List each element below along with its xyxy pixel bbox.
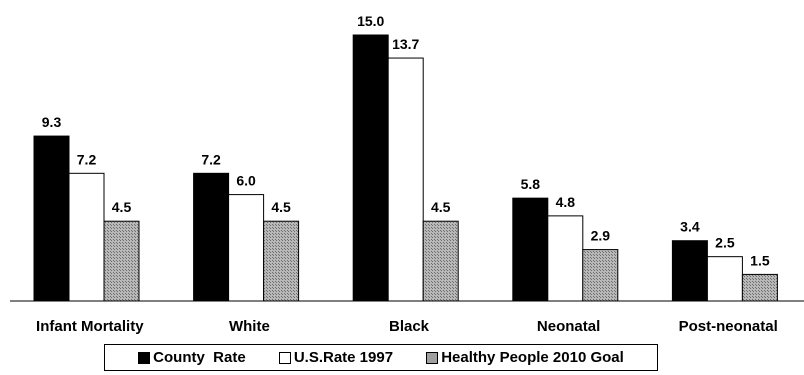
bar-hp2010-2 (422, 220, 459, 302)
value-label-us-3: 4.8 (556, 194, 576, 210)
legend-item-county: County Rate (138, 349, 246, 366)
category-label-2: Black (389, 318, 430, 335)
bars-group (33, 34, 778, 302)
value-label-county-2: 15.0 (357, 13, 384, 29)
legend-swatch-us (278, 351, 291, 364)
bar-us-2 (387, 57, 424, 302)
bar-hp2010-3 (582, 249, 619, 302)
bar-us-1 (228, 194, 265, 302)
bar-us-3 (547, 215, 584, 302)
bar-hp2010-0 (103, 220, 140, 302)
value-label-us-2: 13.7 (392, 36, 419, 52)
legend-label-county: County Rate (153, 349, 246, 366)
value-label-county-3: 5.8 (521, 176, 541, 192)
bar-us-0 (68, 172, 105, 302)
value-label-us-0: 7.2 (77, 151, 97, 167)
value-label-hp2010-0: 4.5 (112, 199, 132, 215)
value-label-hp2010-2: 4.5 (431, 199, 451, 215)
bar-hp2010-4 (741, 273, 778, 302)
value-label-county-0: 9.3 (42, 114, 62, 130)
legend: County Rate U.S.Rate 1997 Healthy People… (104, 344, 658, 371)
bar-county-1 (193, 172, 230, 302)
bar-county-4 (671, 240, 708, 302)
legend-swatch-county (138, 351, 151, 364)
bar-county-2 (352, 34, 389, 302)
value-label-county-1: 7.2 (201, 151, 221, 167)
legend-label-hp2010: Healthy People 2010 Goal (441, 349, 624, 366)
legend-label-us: U.S.Rate 1997 (293, 349, 394, 366)
legend-swatch-hp2010 (426, 351, 439, 364)
legend-item-us: U.S.Rate 1997 (278, 349, 394, 366)
category-labels-group: Infant Mortality White Black Neonatal Post-n… (36, 318, 778, 335)
bar-county-0 (33, 135, 70, 302)
value-label-county-4: 3.4 (680, 219, 700, 235)
value-label-us-1: 6.0 (236, 173, 256, 189)
value-label-hp2010-3: 2.9 (591, 228, 611, 244)
value-label-hp2010-4: 1.5 (750, 252, 770, 268)
category-label-3: Neonatal (537, 318, 600, 335)
legend-item-hp2010: Healthy People 2010 Goal (426, 349, 624, 366)
category-label-4: Post-neonatal (679, 318, 778, 335)
bar-county-3 (512, 197, 549, 302)
bar-hp2010-1 (263, 220, 300, 302)
category-label-0: Infant Mortality (36, 318, 144, 335)
value-label-hp2010-1: 4.5 (271, 199, 291, 215)
bar-us-4 (706, 256, 743, 302)
category-label-1: White (229, 318, 270, 335)
value-labels-group: 9.3 7.2 4.5 7.2 6.0 4.5 15.0 13.7 4.5 5.8 4.8 2.9 3.… (42, 13, 770, 268)
value-label-us-4: 2.5 (715, 235, 735, 251)
